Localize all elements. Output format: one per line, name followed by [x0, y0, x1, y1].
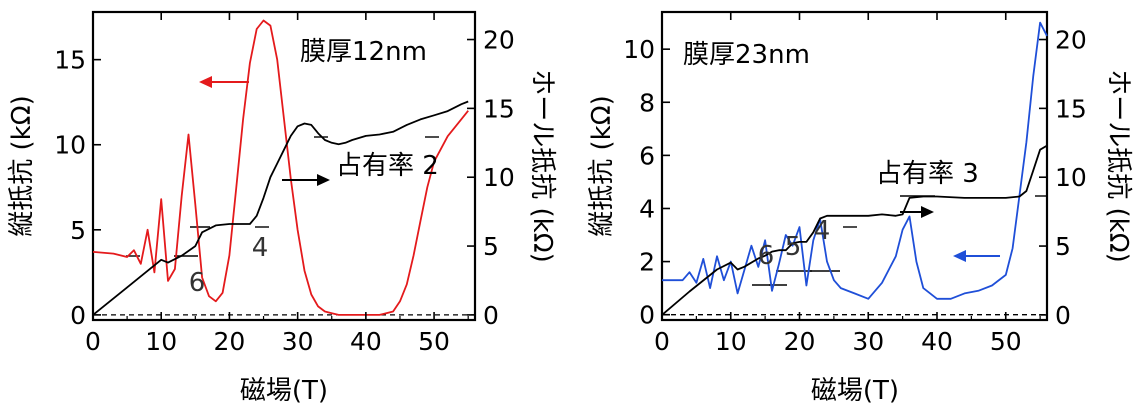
level-label-4-right: 4 [814, 216, 831, 246]
x-tick-label: 10 [145, 327, 177, 356]
y-axis-label-left: 縦抵抗 (kΩ) [7, 95, 37, 236]
x-tick-label: 20 [784, 327, 816, 356]
x-tick-label: 30 [282, 327, 314, 356]
y-tick-label: 2 [639, 248, 655, 277]
y-tick-label: 6 [639, 141, 655, 170]
y2-axis-label-left: ホール抵抗 (kΩ) [527, 69, 557, 262]
level-label-6-left: 6 [189, 268, 206, 298]
y-tick-label: 10 [54, 131, 86, 160]
x-ticks-left: 0 10 20 30 40 50 [85, 12, 469, 356]
level-label-4-left: 4 [252, 233, 269, 263]
filling-label-right: 占有率 3 [876, 159, 979, 189]
y2-tick-label: 5 [1055, 232, 1071, 261]
chart-right: 0 10 20 30 40 50 0 2 4 6 8 10 0 5 10 15 20 磁場(T) 縦抵抗 (… [587, 10, 1133, 406]
x-tick-label: 30 [852, 327, 884, 356]
x-axis-label-right: 磁場(T) [811, 376, 899, 406]
plot-frame-right [660, 10, 1049, 322]
x-tick-label: 0 [654, 327, 670, 356]
y2-tick-label: 10 [1055, 163, 1087, 192]
y2-tick-label: 15 [483, 94, 515, 123]
series-hall-left [92, 100, 469, 316]
y-tick-label: 0 [70, 301, 86, 330]
y-tick-label: 10 [623, 35, 655, 64]
y-tick-label: 8 [639, 88, 655, 117]
x-tick-label: 0 [85, 327, 101, 356]
y2-tick-label: 0 [1055, 301, 1071, 330]
thickness-label-right: 膜厚23nm [683, 40, 810, 70]
y2-ticks-right: 0 5 10 15 20 [1039, 26, 1087, 330]
series-longitudinal-right [662, 21, 1048, 300]
y2-tick-label: 20 [1055, 26, 1087, 55]
arrow-head-red [199, 76, 212, 88]
series-longitudinal-left [92, 19, 469, 316]
x-axis-label-left: 磁場(T) [240, 376, 328, 406]
y-ticks-right: 0 2 4 6 8 10 [623, 35, 670, 330]
y-tick-label: 0 [639, 301, 655, 330]
y-tick-label: 15 [54, 46, 86, 75]
plot-frame-left [91, 10, 477, 322]
x-tick-label: 40 [350, 327, 382, 356]
series-hall-right [661, 144, 1048, 316]
y2-tick-label: 5 [483, 232, 499, 261]
y2-tick-label: 15 [1055, 94, 1087, 123]
thickness-label-left: 膜厚12nm [300, 37, 427, 67]
level-label-6-right: 6 [758, 241, 775, 271]
x-ticks-right: 0 10 20 30 40 50 [654, 12, 1041, 356]
y-tick-label: 5 [70, 216, 86, 245]
x-tick-label: 10 [715, 327, 747, 356]
x-tick-label: 50 [418, 327, 450, 356]
y2-tick-label: 20 [483, 26, 515, 55]
y2-tick-label: 10 [483, 163, 515, 192]
arrow-head-blue [953, 250, 966, 262]
arrow-head-black-left [317, 174, 330, 186]
x-tick-label: 50 [990, 327, 1022, 356]
level-label-5-right: 5 [785, 232, 802, 262]
plateau-markers-right [752, 195, 1047, 286]
x-tick-label: 40 [921, 327, 953, 356]
y-tick-label: 4 [639, 194, 655, 223]
y2-tick-label: 0 [483, 301, 499, 330]
arrow-head-black-right [921, 206, 934, 218]
y-ticks-left: 0 5 10 15 [54, 46, 101, 330]
filling-label-left: 占有率 2 [336, 151, 439, 181]
y-axis-label-right: 縦抵抗 (kΩ) [587, 95, 617, 236]
y2-ticks-left: 0 5 10 15 20 [467, 26, 515, 330]
chart-left: 0 10 20 30 40 50 0 5 10 15 0 5 10 15 20 磁場(T) 縦抵抗 (k… [7, 10, 557, 406]
y2-axis-label-right: ホール抵抗 (kΩ) [1103, 69, 1133, 262]
x-tick-label: 20 [214, 327, 246, 356]
